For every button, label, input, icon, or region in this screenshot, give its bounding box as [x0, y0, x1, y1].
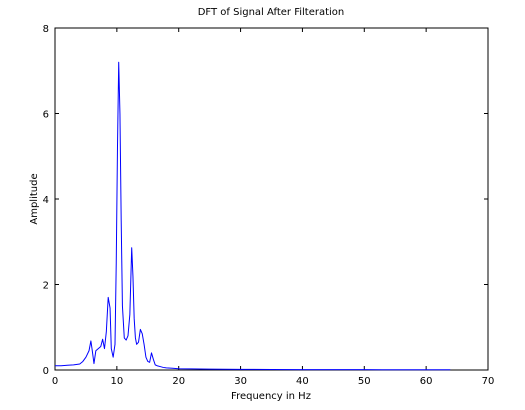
x-tick-label: 60	[420, 376, 433, 387]
x-tick-label: 20	[172, 376, 185, 387]
x-axis-ticks: 0 10 20 30 40 50 60 70	[52, 28, 495, 387]
x-tick-label: 0	[52, 376, 58, 387]
x-tick-label: 10	[110, 376, 123, 387]
x-tick-label: 30	[234, 376, 247, 387]
x-tick-label: 40	[296, 376, 309, 387]
series-layer	[55, 61, 451, 371]
x-tick-label: 70	[482, 376, 495, 387]
chart-title: DFT of Signal After Filteration	[198, 7, 345, 18]
y-tick-label: 6	[43, 110, 49, 121]
y-tick-label: 8	[43, 24, 49, 35]
y-tick-label: 0	[43, 366, 49, 377]
x-axis-title: Frequency in Hz	[231, 391, 311, 402]
x-tick-label: 50	[358, 376, 371, 387]
plot-area	[54, 27, 489, 371]
y-tick-label: 4	[43, 195, 49, 206]
series-line	[55, 61, 451, 371]
y-axis-ticks: 0 2 4 6 8	[43, 24, 488, 377]
y-tick-label: 2	[43, 281, 49, 292]
y-axis-title: Amplitude	[29, 173, 40, 224]
